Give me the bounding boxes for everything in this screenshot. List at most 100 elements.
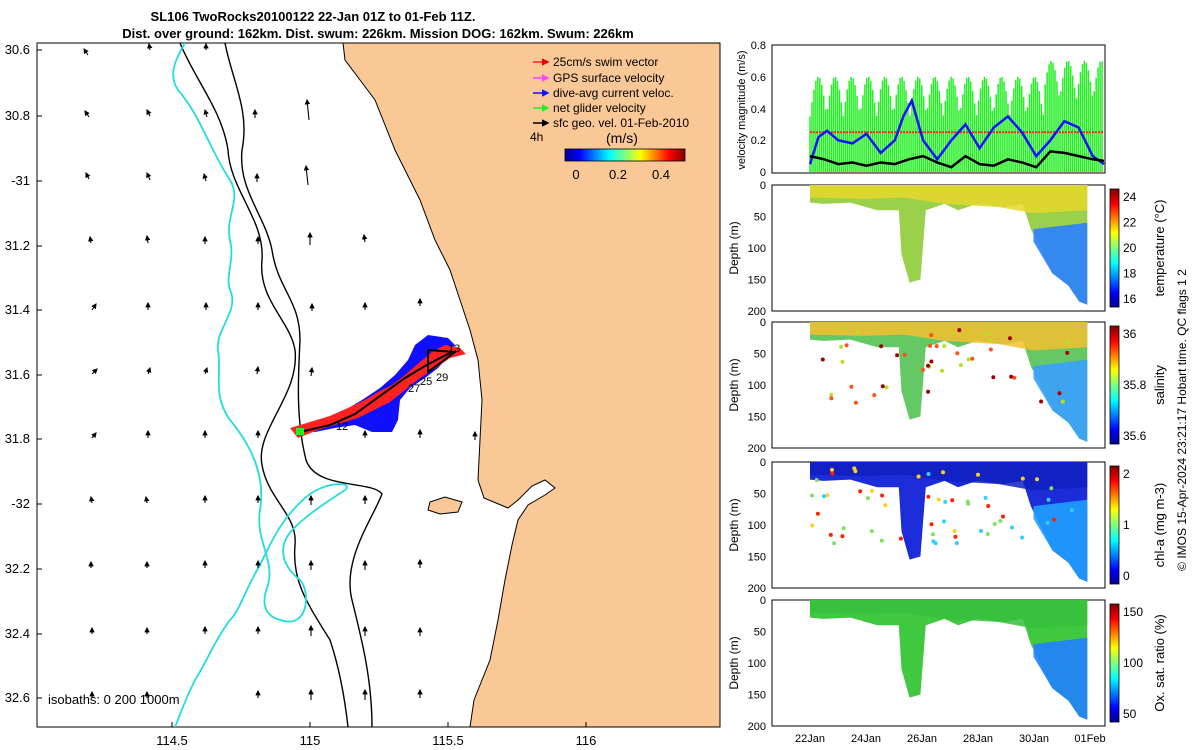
chla-observation-dot: [809, 493, 814, 498]
track-segment-loop: [427, 349, 458, 374]
chla-section-panel: 0 50 100 150 200 Depth (m) 0 1 2 chl-a (mg m-3): [727, 457, 1167, 595]
geo-velocity-arrow: [308, 366, 315, 377]
oxygen-depth-tick: 150: [748, 690, 766, 702]
salinity-observation-dot: [820, 357, 825, 362]
colorbar-tick: 0.4: [652, 167, 670, 182]
temperature-colorbar: [1109, 188, 1120, 308]
salinity-observation-dot: [902, 352, 907, 357]
temperature-y-label: Depth (m): [727, 221, 741, 274]
chla-observation-dot: [1069, 508, 1074, 513]
temperature-depth-tick: 200: [748, 306, 766, 318]
legend-label-gps: GPS surface velocity: [553, 71, 664, 85]
geo-velocity-arrow: [304, 98, 311, 121]
chla-observation-dot: [950, 498, 955, 503]
chla-observation-dot: [814, 478, 819, 482]
oxygen-depth-tick: 100: [748, 658, 766, 670]
velocity-panel: 0.8 0.6 0.4 0.2 0 velocity magnitude (m/…: [736, 40, 1106, 179]
salinity-observation-dot: [849, 384, 854, 389]
chla-observation-dot: [926, 494, 931, 499]
geo-velocity-arrow: [91, 368, 98, 375]
salinity-observation-dot: [872, 393, 877, 398]
oxygen-colorbar-label: Ox. sat. ratio (%): [1152, 614, 1167, 712]
salinity-section-panel: 0 50 100 150 200 Depth (m) 35.6 35.8 36 salinity: [727, 317, 1167, 455]
track-path: [299, 351, 453, 433]
chla-observation-dot: [1001, 514, 1005, 519]
map-y-tick: 32.4: [5, 626, 30, 641]
glider-track: 12 27 25 29 13: [290, 335, 466, 438]
map-panel: 12 27 25 29 13 25cm/s swim vector GPS su…: [5, 42, 721, 748]
time-tick: 22Jan: [795, 733, 825, 745]
chla-observation-dot: [898, 536, 903, 541]
temperature-colorbar-tick: 16: [1123, 292, 1137, 306]
salinity-observation-dot: [839, 344, 844, 349]
chla-observation-dot: [954, 541, 959, 546]
geo-velocity-arrow: [144, 234, 151, 244]
salinity-observation-dot: [884, 385, 889, 390]
salinity-colorbar-tick: 35.6: [1123, 429, 1147, 443]
salinity-observation-dot: [985, 332, 989, 337]
salinity-observation-dot: [880, 384, 885, 389]
oxygen-colorbar-tick: 50: [1123, 707, 1137, 721]
map-y-tick: 32.2: [5, 561, 30, 576]
salinity-observation-dot: [844, 343, 849, 348]
chla-depth-tick: 200: [748, 583, 766, 595]
oxygen-colorbar-tick: 150: [1123, 605, 1143, 619]
salinity-y-label: Depth (m): [727, 358, 741, 411]
velocity-y-label: velocity magnitude (m/s): [736, 50, 748, 169]
chla-observation-dot: [926, 472, 931, 476]
chla-observation-dot: [1052, 517, 1056, 522]
geo-velocity-arrow: [202, 366, 209, 375]
temperature-colorbar-label: temperature (°C): [1152, 200, 1167, 297]
chla-observation-dot: [976, 472, 980, 477]
salinity-observation-dot: [928, 343, 932, 348]
chla-observation-dot: [979, 529, 983, 533]
map-y-tick: 31.6: [5, 367, 30, 382]
geo-velocity-arrow: [91, 432, 97, 439]
salinity-observation-dot: [855, 330, 860, 335]
chla-observation-dot: [830, 471, 835, 476]
colorbar-tick: 0.2: [609, 167, 627, 182]
start-marker: [296, 428, 304, 435]
salinity-depth-tick: 50: [754, 349, 766, 361]
track-label: 12: [336, 421, 348, 433]
chla-y-label: Depth (m): [727, 498, 741, 551]
map-x-axis: [171, 722, 587, 727]
salinity-observation-dot: [895, 353, 900, 358]
oxygen-surface-layer: [810, 600, 1088, 629]
legend-label-geo: sfc geo. vel. 01-Feb-2010: [553, 116, 689, 130]
chla-colorbar-tick: 0: [1123, 569, 1130, 583]
salinity-observation-dot: [853, 400, 858, 405]
dive-avg-current-region: [300, 335, 455, 432]
salinity-observation-dot: [926, 389, 931, 394]
current-velocity-line: [808, 97, 1105, 166]
temperature-depth-tick: 0: [760, 180, 766, 192]
salinity-observation-dot: [879, 344, 884, 349]
chla-colorbar-tick: 2: [1123, 467, 1130, 481]
chla-colorbar: [1109, 465, 1120, 585]
chla-observation-dot: [810, 523, 815, 528]
colorbar-title: (m/s): [606, 130, 638, 146]
velocity-y-tick: 0: [760, 167, 766, 179]
surface-geo-velocity-field: [83, 42, 478, 700]
chla-observation-dot: [1020, 476, 1025, 481]
time-tick: 01Feb: [1074, 733, 1105, 745]
salinity-observation-dot: [1008, 336, 1012, 341]
legend-label-net: net glider velocity: [553, 101, 646, 115]
colorbar-tick: 0: [572, 167, 579, 182]
chla-observation-dot: [936, 497, 941, 502]
chla-observation-dot: [840, 534, 845, 539]
map-y-tick: 31.4: [5, 302, 30, 317]
chla-observation-dot: [821, 494, 826, 499]
salinity-observation-dot: [991, 375, 996, 380]
isobath-200m: [224, 43, 383, 727]
salinity-observation-dot: [840, 359, 845, 364]
chla-observation-dot: [966, 501, 971, 506]
time-tick: 28Jan: [963, 733, 993, 745]
salinity-observation-dot: [1065, 350, 1070, 355]
chla-observation-dot: [880, 493, 885, 498]
chla-observation-dot: [943, 499, 948, 504]
map-y-tick: -32: [11, 496, 30, 511]
salinity-depth-tick: 100: [748, 380, 766, 392]
